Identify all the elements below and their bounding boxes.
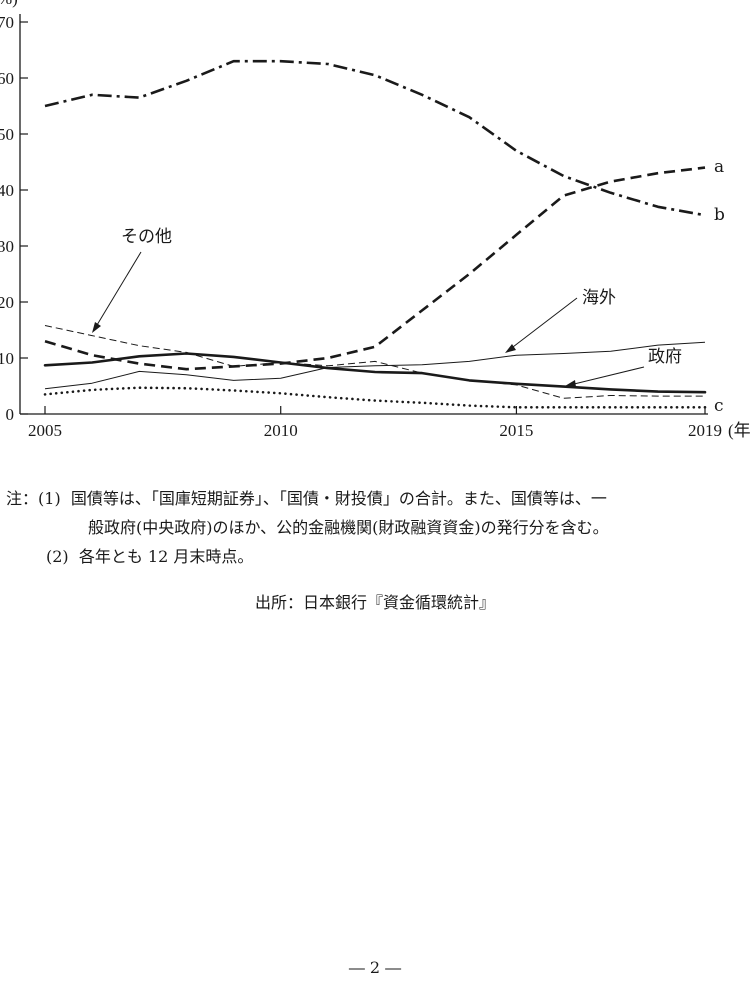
series-line-overseas: [44, 341, 706, 390]
y-tick-label: 10: [0, 349, 14, 368]
y-axis-unit: %): [0, 0, 18, 8]
label-pointer-government: [569, 366, 645, 386]
x-tick-label: 2005: [28, 421, 62, 440]
label-pointer-other: [93, 251, 142, 331]
y-tick-label: 70: [0, 13, 14, 32]
axis-ticks: 0 10 20 30 40 50 60 70 2005 2010 2015 2019: [0, 13, 722, 440]
series-line-c: [43, 386, 707, 409]
note-1-line-2: 般政府(中央政府)のほか、公的金融機関(財政融資資金)の発行分を含む。: [88, 515, 609, 541]
y-tick-label: 30: [0, 237, 14, 256]
x-axis-unit: (年: [728, 421, 750, 440]
series-lines: [43, 59, 707, 409]
notes-prefix: 注：: [6, 489, 39, 508]
x-tick-label: 2010: [264, 421, 298, 440]
series-label-overseas: 海外: [582, 288, 616, 308]
line-chart: 0 10 20 30 40 50 60 70 2005 2010 2015 2019 %) (年 a …: [0, 0, 750, 440]
series-label-other: その他: [121, 227, 172, 247]
y-tick-label: 40: [0, 181, 14, 200]
note-2-text: 各年とも 12 月末時点。: [78, 547, 254, 566]
label-pointer-other-arrowhead: [92, 322, 101, 333]
chart-axes: [19, 14, 708, 415]
series-line-government: [43, 352, 707, 394]
series-label-c: c: [714, 396, 724, 416]
page-number: ― 2 ―: [348, 958, 402, 977]
label-pointer-overseas-arrowhead: [505, 344, 516, 353]
note-2: (2) 各年とも 12 月末時点。: [46, 544, 253, 570]
chart-annotations: %) (年 a b c その他 海外 政府: [0, 0, 750, 440]
note-1-text-line-1: 国債等は、「国庫短期証券」、「国債・財投債」の合計。また、国債等は、一: [70, 489, 607, 508]
series-line-b: [44, 59, 706, 217]
x-tick-label: 2015: [499, 421, 533, 440]
series-line-a: [44, 166, 706, 371]
label-pointer-government-arrowhead: [565, 380, 576, 387]
note-1-number: (1): [38, 489, 61, 508]
y-tick-label: 0: [6, 405, 15, 424]
note-2-number: (2): [46, 547, 69, 566]
data-source: 出所：日本銀行『資金循環統計』: [254, 593, 495, 612]
y-tick-label: 50: [0, 125, 14, 144]
label-pointer-overseas: [508, 297, 578, 351]
note-1-line-1: 注：(1) 国債等は、「国庫短期証券」、「国債・財投債」の合計。また、国債等は、…: [6, 486, 607, 512]
note-1-text-line-2: 般政府(中央政府)のほか、公的金融機関(財政融資資金)の発行分を含む。: [88, 518, 609, 537]
y-tick-label: 20: [0, 293, 14, 312]
series-label-a: a: [714, 157, 724, 177]
series-label-government: 政府: [648, 347, 682, 367]
series-line-other: [44, 325, 705, 399]
y-tick-label: 60: [0, 69, 14, 88]
series-label-b: b: [714, 205, 725, 225]
x-tick-label: 2019: [688, 421, 722, 440]
